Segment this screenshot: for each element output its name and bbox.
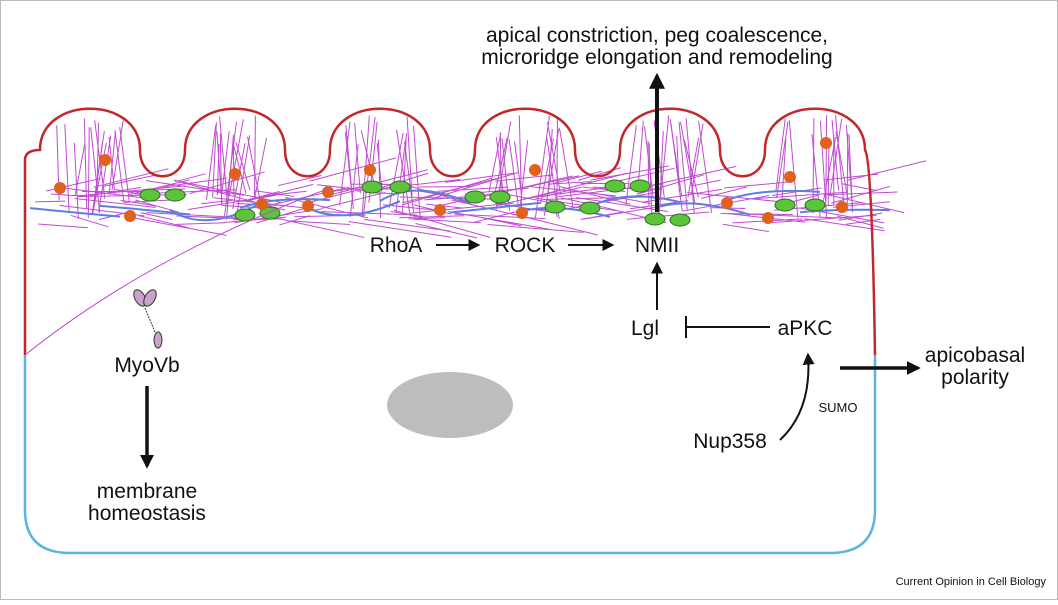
nmii: [580, 202, 600, 214]
nmii: [545, 201, 565, 213]
filament: [831, 186, 890, 203]
particle: [256, 198, 268, 210]
filament: [724, 182, 787, 188]
node-label: ROCK: [495, 234, 556, 257]
outcome-line: microridge elongation and remodeling: [481, 46, 832, 69]
filament: [848, 161, 927, 180]
particle: [721, 197, 733, 209]
nmii: [605, 180, 625, 192]
actin: [660, 203, 750, 214]
particle: [820, 137, 832, 149]
filament: [364, 219, 450, 231]
filament: [399, 216, 464, 218]
particle: [434, 204, 446, 216]
node-label: aPKC: [778, 317, 833, 340]
myosin-vb-icon: [131, 288, 162, 348]
filament: [836, 131, 848, 197]
particle: [516, 207, 528, 219]
filament: [88, 127, 89, 218]
filament: [519, 115, 521, 214]
filament: [350, 144, 358, 217]
node-label: Lgl: [631, 317, 659, 340]
filament: [255, 116, 256, 199]
nmii: [362, 181, 382, 193]
particle: [784, 171, 796, 183]
filament: [626, 125, 637, 205]
outcome-line: membrane: [97, 480, 197, 503]
nmii: [630, 180, 650, 192]
particle: [229, 168, 241, 180]
particle: [124, 210, 136, 222]
filament: [248, 137, 260, 201]
filament: [777, 122, 788, 198]
actin: [30, 208, 120, 217]
filament: [688, 138, 699, 198]
nmii: [140, 189, 160, 201]
particle: [762, 212, 774, 224]
filament: [278, 175, 321, 185]
filament: [414, 219, 481, 223]
filament: [454, 214, 546, 219]
filament: [233, 135, 234, 196]
filament: [355, 123, 361, 194]
edge-label: SUMO: [819, 400, 858, 415]
particle: [322, 186, 334, 198]
filament: [699, 121, 712, 213]
nmii: [805, 199, 825, 211]
filament: [836, 115, 844, 202]
particle: [99, 154, 111, 166]
node-label: RhoA: [370, 234, 423, 257]
particle: [364, 164, 376, 176]
filament: [71, 215, 108, 226]
filament: [175, 174, 206, 182]
particle: [836, 201, 848, 213]
nmii: [775, 199, 795, 211]
nmii: [390, 181, 410, 193]
filament: [487, 225, 583, 233]
source-credit: Current Opinion in Cell Biology: [896, 576, 1047, 588]
nucleus: [387, 372, 513, 438]
filament: [38, 224, 88, 228]
outcome-line: apical constriction, peg coalescence,: [486, 24, 828, 47]
nmii: [490, 191, 510, 203]
nmii: [670, 214, 690, 226]
outcome-line: homeostasis: [88, 502, 206, 525]
filament: [254, 138, 266, 200]
filament: [832, 120, 838, 190]
nmii: [465, 191, 485, 203]
nmii: [645, 213, 665, 225]
nmii: [165, 189, 185, 201]
filament: [65, 124, 69, 211]
outcome-line: apicobasal: [925, 344, 1025, 367]
node-label: MyoVb: [114, 354, 179, 377]
filament: [419, 186, 474, 187]
filament: [35, 201, 65, 202]
filament: [648, 141, 649, 206]
inhibition: [686, 316, 770, 338]
outcome-line: polarity: [941, 366, 1009, 389]
particle: [529, 164, 541, 176]
filament: [723, 224, 769, 231]
node-label: Nup358: [693, 430, 767, 453]
particle: [54, 182, 66, 194]
filament: [176, 223, 225, 225]
filament: [445, 173, 513, 182]
node-label: NMII: [635, 234, 679, 257]
filament: [776, 118, 786, 191]
arrow: [780, 355, 808, 440]
particle: [302, 200, 314, 212]
filament: [847, 134, 848, 212]
